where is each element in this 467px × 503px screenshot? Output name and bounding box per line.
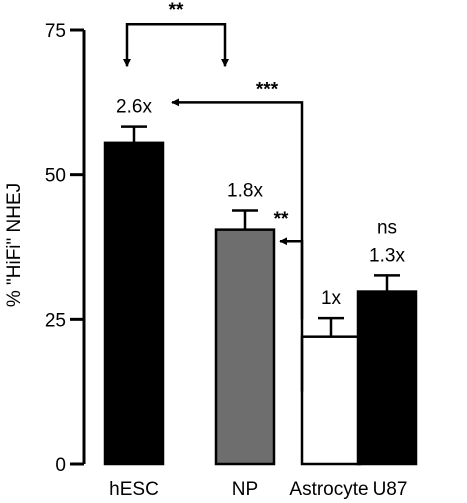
bar-label-hesc: 2.6x [116,97,152,118]
y-axis-ticks: 0 25 50 75 [45,21,84,476]
significance-label-astrocyte-hesc: *** [256,79,279,100]
category-label-u87: U87 [373,479,408,500]
bar-astrocyte [300,335,362,466]
y-tick-label: 0 [55,455,66,476]
bar-label-np: 1.8x [227,181,263,202]
category-labels: hESC NP Astrocyte U87 [109,479,407,500]
bar-hesc [103,141,165,466]
y-axis-label: % "HiFi" NHEJ [4,183,25,307]
bar-labels: 2.6x 1.8x 1x 1.3x [116,97,405,310]
y-tick-label: 25 [45,310,66,331]
bar-u87 [356,290,418,466]
category-label-astrocyte: Astrocyte [289,479,368,500]
arrow-astrocyte-np [279,237,304,320]
bar-label-astrocyte: 1x [321,288,342,309]
category-label-hesc: hESC [109,479,159,500]
significance-label-hesc-np: ** [169,0,184,21]
y-tick-label: 75 [45,21,66,42]
significance-annotations: ******* ns [123,0,397,392]
bar-np [214,228,276,466]
significance-label-astrocyte-np: ** [274,209,289,230]
y-tick-label: 50 [45,166,66,187]
error-bars [121,125,400,337]
category-label-np: NP [232,479,258,500]
significance-label-u87: ns [377,217,397,238]
bar-label-u87: 1.3x [369,245,405,266]
bracket-hesc-np [123,22,229,68]
bars [103,141,418,466]
